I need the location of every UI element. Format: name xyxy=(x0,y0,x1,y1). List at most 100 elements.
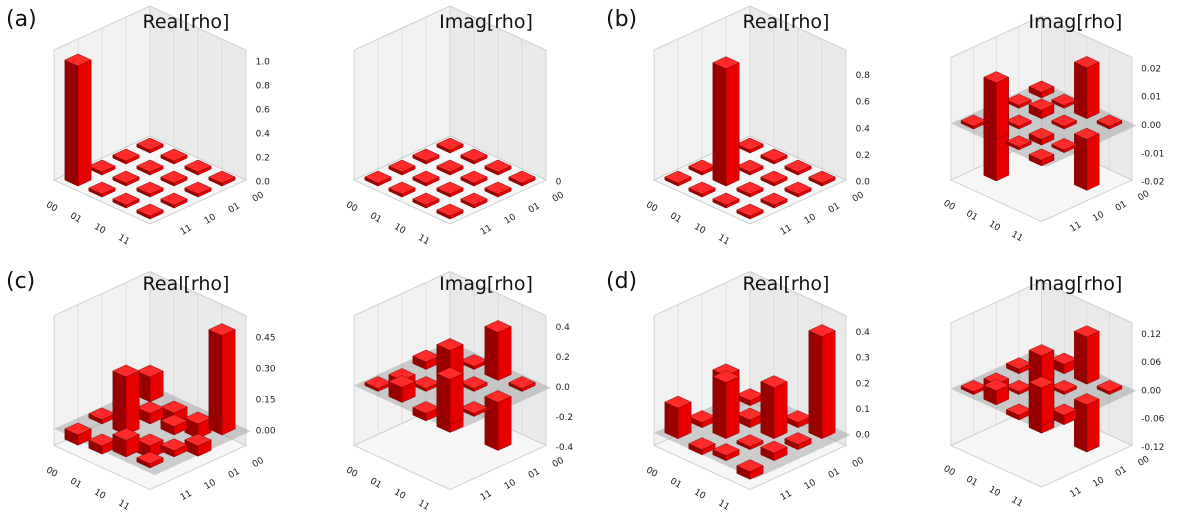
bar-2-3 xyxy=(784,159,812,176)
y-tick-label: 01 xyxy=(527,467,542,481)
z-tick-label: 0.30 xyxy=(256,364,276,374)
x-tick-label: 11 xyxy=(416,233,431,247)
x-tick-label: 10 xyxy=(987,485,1002,500)
bar-3-0 xyxy=(436,367,464,425)
bar-3-2 xyxy=(1073,127,1100,191)
bar-2-2 xyxy=(760,170,788,187)
x-tick-label: 11 xyxy=(716,498,731,512)
bar-1-1 xyxy=(412,376,440,392)
bar-0-3 xyxy=(1028,80,1055,99)
bar-2-0 xyxy=(1005,135,1032,151)
chart-panel-3: 0001101111100100-0.02-0.010.000.010.02Im… xyxy=(942,11,1165,244)
y-tick-label: 01 xyxy=(827,467,842,481)
x-tick-label: 00 xyxy=(44,465,59,480)
bar-3-0 xyxy=(736,459,764,480)
z-tick-label: 0.6 xyxy=(856,98,871,108)
x-tick-label: 00 xyxy=(942,199,957,214)
bar-1-0 xyxy=(983,379,1010,406)
bar-0-1 xyxy=(88,407,116,425)
x-tick-label: 11 xyxy=(1009,495,1024,509)
bar-2-0 xyxy=(412,401,440,422)
bar-1-1 xyxy=(412,170,440,187)
bar-0-2 xyxy=(412,148,440,165)
bar-1-2 xyxy=(736,407,764,429)
bar-0-3 xyxy=(736,137,764,154)
z-tick-label: 0.00 xyxy=(256,427,276,437)
bar-3-0 xyxy=(736,203,764,220)
bar-1-0 xyxy=(388,375,416,403)
x-tick-label: 11 xyxy=(716,233,731,247)
z-tick-label: -0.12 xyxy=(1141,443,1164,453)
bar-3-1 xyxy=(760,440,788,462)
z-tick-label: 0.15 xyxy=(256,396,276,406)
bar-2-3 xyxy=(1073,56,1100,120)
bar-0-0 xyxy=(364,376,392,392)
bar-2-2 xyxy=(160,170,188,187)
x-tick-label: 00 xyxy=(44,200,59,215)
x-tick-label: 00 xyxy=(644,200,659,215)
panel-label: (d) xyxy=(606,269,637,294)
bar-3-2 xyxy=(184,181,212,198)
bar-1-1 xyxy=(712,370,740,440)
x-tick-label: 01 xyxy=(964,209,979,223)
y-tick-label: 11 xyxy=(479,489,494,503)
bar-3-2 xyxy=(784,181,812,198)
bar-0-0 xyxy=(664,170,692,187)
y-tick-label: 01 xyxy=(1114,465,1129,479)
bar-0-1 xyxy=(388,159,416,176)
y-tick-label: 00 xyxy=(551,456,566,471)
z-tick-label: 0.4 xyxy=(856,124,871,134)
bar-2-3 xyxy=(484,159,512,176)
bar-2-0 xyxy=(112,428,140,458)
z-tick-label: 0.00 xyxy=(1141,121,1161,131)
y-tick-label: 11 xyxy=(779,223,794,237)
bar-2-0 xyxy=(1005,403,1032,421)
y-tick-label: 11 xyxy=(179,489,194,503)
y-tick-label: 01 xyxy=(227,467,242,481)
y-tick-label: 10 xyxy=(1091,210,1106,225)
bar-3-3 xyxy=(1096,380,1123,395)
z-tick-label: 0.12 xyxy=(1141,330,1161,340)
bar-2-1 xyxy=(136,181,164,198)
x-tick-label: 00 xyxy=(644,465,659,480)
y-tick-label: 10 xyxy=(503,212,518,227)
x-tick-label: 01 xyxy=(668,211,683,225)
bar-3-3 xyxy=(508,170,536,187)
bar-2-2 xyxy=(460,170,488,187)
bar-0-3 xyxy=(136,364,164,403)
panel-title: Imag[rho] xyxy=(1029,273,1123,295)
chart-panel-2: 00 01 10 11 11 10 01 00 0.0 0.2 0.4 0.6 0.8 Real[rho]… xyxy=(606,5,871,247)
x-tick-label: 10 xyxy=(92,487,107,502)
bar-3-1 xyxy=(760,192,788,209)
z-tick-label: 0.1 xyxy=(856,405,870,415)
bar-3-1 xyxy=(160,192,188,209)
y-tick-label: 00 xyxy=(851,190,866,205)
z-tick-label: 0.2 xyxy=(556,353,570,363)
y-tick-label: 10 xyxy=(203,212,218,227)
z-tick-label: -0.06 xyxy=(1141,415,1165,425)
bar-0-1 xyxy=(688,410,716,429)
bar-2-1 xyxy=(736,434,764,451)
x-tick-label: 10 xyxy=(987,219,1002,234)
bar-3-2 xyxy=(784,432,812,451)
bar-2-2 xyxy=(760,375,788,440)
bar-2-3 xyxy=(184,159,212,176)
bar-0-2 xyxy=(112,148,140,165)
chart-panel-4: 00 01 10 11 11 10 01 00 0.00 0.15 0.30 0.45 Real[rho… xyxy=(6,269,276,513)
y-tick-label: 01 xyxy=(1114,199,1129,213)
z-tick-label: 0.2 xyxy=(856,379,870,389)
bar-1-3 xyxy=(1051,352,1078,375)
y-tick-label: 00 xyxy=(851,456,866,471)
z-tick-label: 0.3 xyxy=(856,354,870,364)
x-tick-label: 10 xyxy=(92,222,107,237)
y-tick-label: 10 xyxy=(803,212,818,227)
z-tick-label: 0.8 xyxy=(856,71,871,81)
x-tick-label: 01 xyxy=(668,476,683,490)
bar-0-0 xyxy=(960,380,987,395)
bar-3-0 xyxy=(1028,148,1055,167)
bar-1-1 xyxy=(712,56,740,187)
panel-title: Real[rho] xyxy=(743,273,830,295)
z-tick-label: 0.02 xyxy=(1141,64,1161,74)
z-tick-label: 0.0 xyxy=(556,383,571,393)
